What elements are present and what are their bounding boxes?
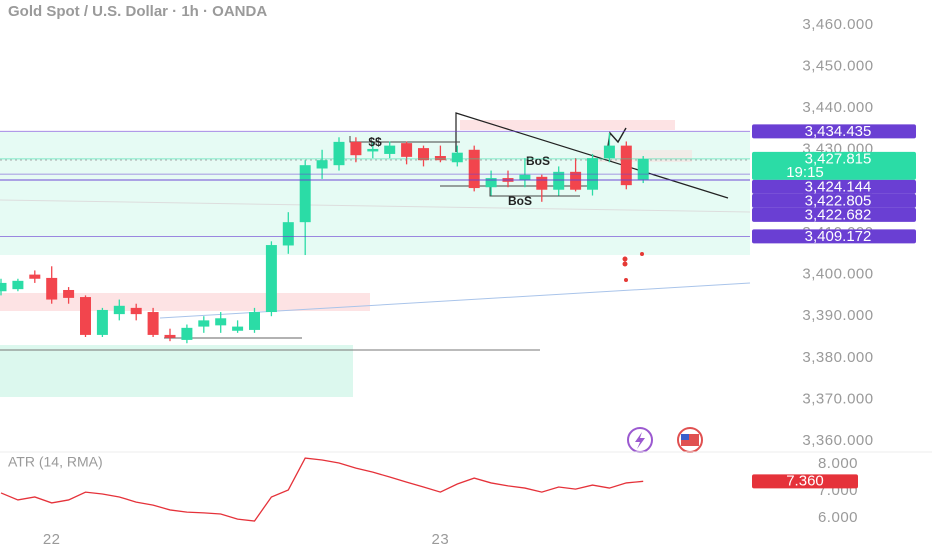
supply-zone bbox=[460, 120, 675, 130]
dot bbox=[640, 252, 644, 256]
candle-body bbox=[637, 158, 649, 180]
candle-body bbox=[12, 280, 24, 290]
candle-body bbox=[367, 148, 379, 152]
candle-body bbox=[519, 174, 531, 181]
countdown: 19:15 bbox=[786, 164, 824, 181]
candle-body bbox=[29, 274, 41, 279]
candle-body bbox=[570, 171, 582, 190]
candle-body bbox=[96, 309, 108, 335]
candle-body bbox=[164, 334, 176, 338]
price-tag bbox=[752, 193, 916, 208]
candle-body bbox=[265, 245, 277, 313]
trend-line bbox=[0, 199, 751, 213]
candle-body bbox=[130, 307, 142, 315]
y-tick-label: 3,400.000 bbox=[802, 266, 873, 283]
candle-body bbox=[113, 305, 125, 315]
candle-body bbox=[401, 143, 413, 157]
price-tag bbox=[752, 229, 916, 244]
y-tick-label: 3,380.000 bbox=[802, 349, 873, 366]
candle-body bbox=[80, 297, 91, 335]
candle-body bbox=[333, 141, 345, 166]
indicator-title: ATR (14, RMA) bbox=[8, 454, 103, 470]
price-tag bbox=[752, 179, 916, 194]
price-tag bbox=[752, 151, 916, 180]
atr-line bbox=[0, 457, 644, 522]
x-tick-label: 23 bbox=[432, 531, 450, 548]
candle-body bbox=[63, 289, 75, 298]
annotation: BoS bbox=[508, 194, 532, 208]
price-tag bbox=[752, 207, 916, 222]
candle-body bbox=[468, 149, 480, 189]
candle-body bbox=[181, 327, 193, 340]
candle-body bbox=[299, 165, 311, 223]
lightning-glyph bbox=[635, 432, 645, 449]
candle-body bbox=[418, 148, 429, 161]
y-tick-label: 3,440.000 bbox=[802, 99, 873, 116]
chart-title: Gold Spot / U.S. Dollar · 1h · OANDA bbox=[8, 3, 267, 20]
y-tick-label: 8.000 bbox=[818, 455, 858, 472]
candle-body bbox=[316, 160, 328, 169]
candle-body bbox=[198, 320, 210, 327]
candle-body bbox=[249, 312, 260, 330]
candle-body bbox=[553, 171, 565, 190]
supply-zone bbox=[0, 293, 370, 311]
y-tick-label: 3,450.000 bbox=[802, 58, 873, 75]
price-tag-label: 3,434.435 bbox=[805, 123, 872, 140]
dot bbox=[624, 278, 628, 282]
price-tag-label: 3,409.172 bbox=[805, 228, 872, 245]
candle-body bbox=[603, 145, 615, 159]
dot bbox=[622, 256, 628, 262]
y-tick-label: 3,370.000 bbox=[802, 390, 873, 407]
candle-body bbox=[384, 145, 396, 154]
y-tick-label: 3,460.000 bbox=[802, 16, 873, 33]
candle-body bbox=[536, 176, 548, 190]
value-tag-label: 7.360 bbox=[786, 472, 824, 489]
candle-body bbox=[0, 282, 7, 292]
sweep-line bbox=[349, 136, 460, 143]
annotation: BoS bbox=[526, 154, 550, 168]
candle-body bbox=[147, 312, 159, 335]
annotation: $$ bbox=[368, 135, 382, 149]
candle-body bbox=[620, 145, 632, 186]
bos-line bbox=[489, 186, 580, 197]
price-tag-label: 3,422.682 bbox=[805, 206, 872, 223]
candle-body bbox=[451, 152, 463, 163]
price-tag-label: 3,427.815 bbox=[805, 150, 872, 167]
candle-body bbox=[350, 141, 362, 156]
y-tick-label: 6.000 bbox=[818, 509, 858, 526]
candle-body bbox=[46, 277, 58, 300]
price-tag bbox=[752, 124, 916, 139]
demand-zone bbox=[0, 345, 353, 397]
candle-body bbox=[282, 222, 294, 246]
candle-body bbox=[232, 326, 244, 331]
value-tag bbox=[752, 474, 858, 489]
flag-glyph bbox=[681, 434, 689, 440]
price-tag-label: 3,422.805 bbox=[805, 192, 872, 209]
y-tick-label: 3,360.000 bbox=[802, 432, 873, 449]
y-tick-label: 3,390.000 bbox=[802, 307, 873, 324]
candle-body bbox=[215, 318, 227, 326]
candle-body bbox=[434, 156, 446, 161]
candle-body bbox=[485, 178, 497, 188]
dot bbox=[622, 261, 628, 267]
x-tick-label: 22 bbox=[43, 531, 61, 548]
trend-line bbox=[455, 112, 729, 199]
price-tag-label: 3,424.144 bbox=[805, 178, 872, 195]
